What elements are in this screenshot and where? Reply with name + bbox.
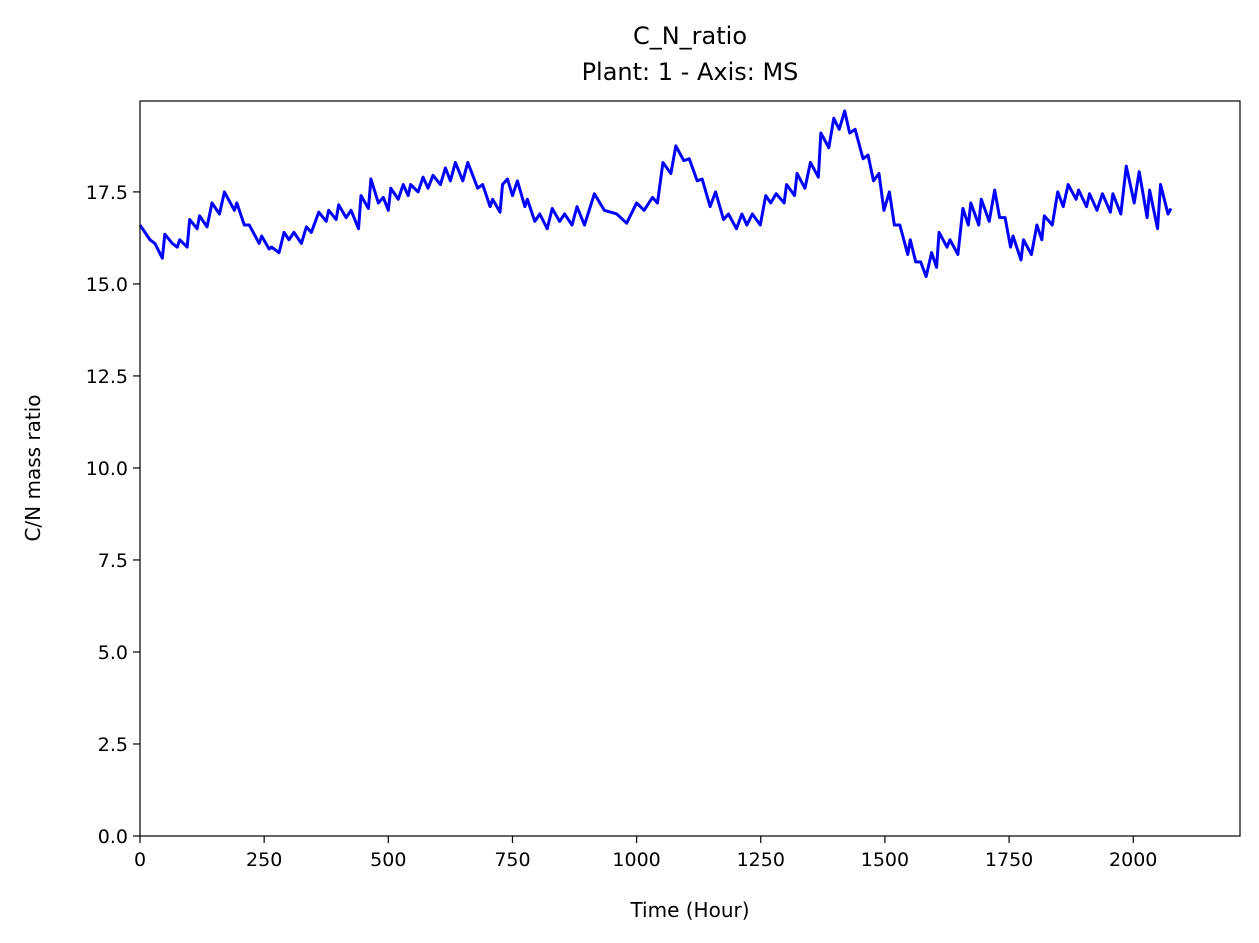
x-tick-label: 1750	[985, 849, 1033, 871]
y-axis-label: C/N mass ratio	[21, 394, 45, 541]
y-tick-label: 5.0	[98, 642, 128, 664]
y-tick-label: 15.0	[86, 274, 128, 296]
x-axis-label: Time (Hour)	[629, 898, 749, 922]
y-tick-label: 17.5	[86, 182, 128, 204]
plot-frame	[139, 100, 1241, 837]
x-tick-label: 2000	[1109, 849, 1157, 871]
x-tick-label: 1000	[612, 849, 660, 871]
y-tick-label: 2.5	[98, 734, 128, 756]
x-tick-label: 0	[134, 849, 146, 871]
chart-title: C_N_ratio	[633, 22, 747, 50]
x-tick-label: 500	[370, 849, 406, 871]
data-line	[138, 109, 1173, 279]
y-tick-label: 10.0	[86, 458, 128, 480]
y-tick-label: 12.5	[86, 366, 128, 388]
x-tick-label: 250	[246, 849, 282, 871]
y-tick-label: 7.5	[98, 550, 128, 572]
y-tick-label: 0.0	[98, 826, 128, 848]
x-tick-label: 750	[494, 849, 530, 871]
x-tick-label: 1500	[861, 849, 909, 871]
chart-subtitle: Plant: 1 - Axis: MS	[582, 58, 799, 86]
x-tick-label: 1250	[737, 849, 785, 871]
